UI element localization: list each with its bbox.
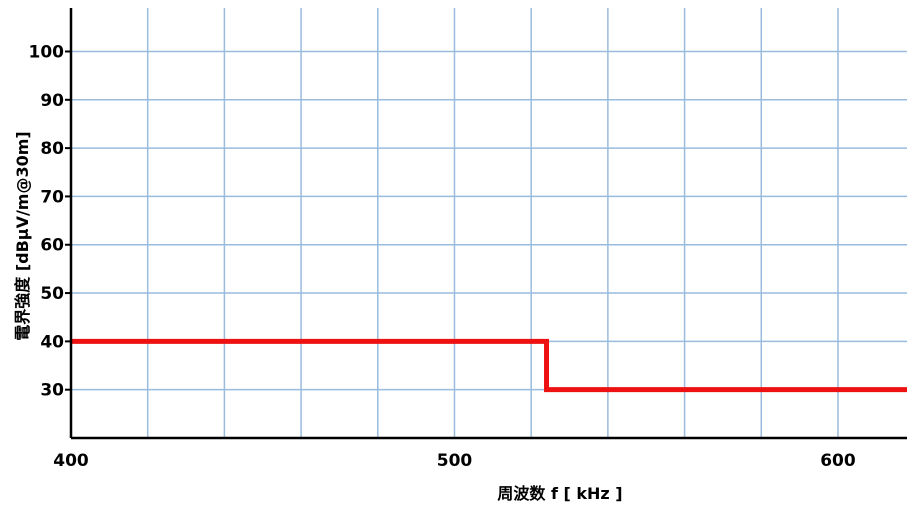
x-tick-label: 500 (437, 451, 473, 471)
x-axis-label: 周波数 f [ kHz ] (497, 484, 622, 503)
axes (65, 8, 907, 440)
series-layer (71, 338, 907, 393)
y-tick-label: 90 (40, 91, 64, 111)
y-tick-label: 40 (40, 332, 64, 352)
x-tick-labels: 400 500 600 (53, 451, 856, 471)
limit-line (71, 338, 907, 393)
y-tick-label: 80 (40, 139, 64, 159)
y-tick-label: 70 (40, 187, 64, 207)
y-tick-label: 50 (40, 284, 64, 304)
grid (71, 8, 907, 438)
y-tick-label: 30 (40, 381, 64, 401)
x-tick-label: 400 (53, 451, 89, 471)
y-axis-label: 電界強度 [dBμV/m@30m] (13, 131, 32, 340)
x-tick-label: 600 (820, 451, 856, 471)
y-tick-labels: 30 40 50 60 70 80 90 100 (29, 42, 65, 400)
y-tick-label: 100 (29, 42, 65, 62)
y-tick-label: 60 (40, 236, 64, 256)
